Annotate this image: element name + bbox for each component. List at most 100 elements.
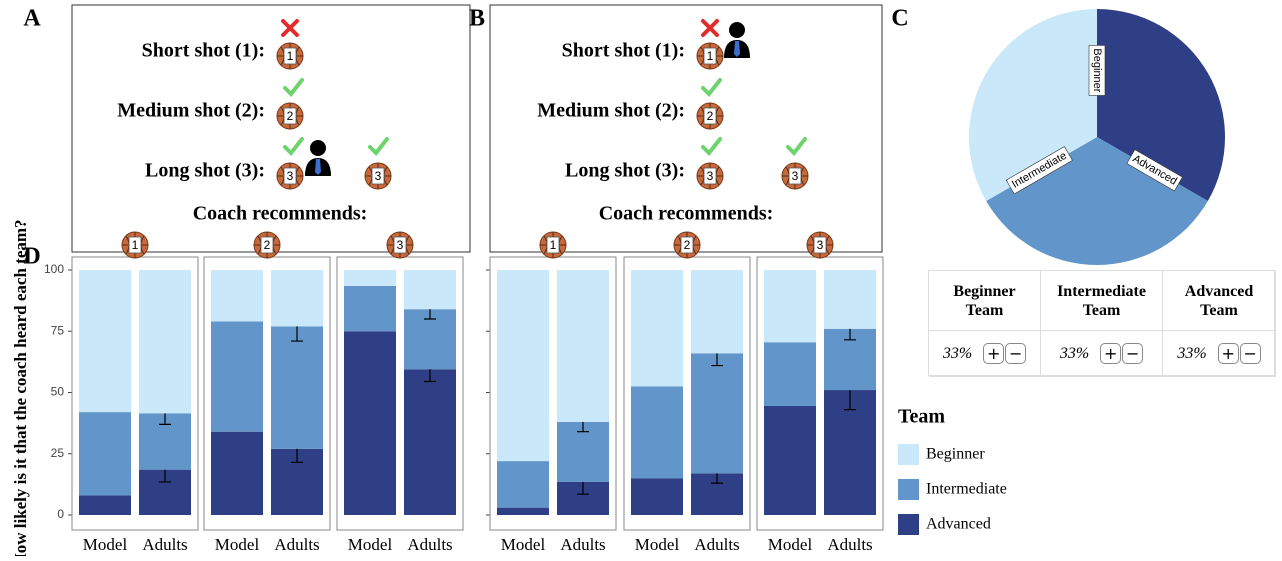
bar-segment xyxy=(824,270,876,329)
ball-number: 1 xyxy=(287,49,294,63)
decrease-button[interactable]: − xyxy=(1240,343,1261,364)
value-cell: 33% +− xyxy=(1041,331,1163,377)
shot-label: Short shot (1): xyxy=(142,40,265,62)
check xyxy=(370,139,387,153)
ball: 1 xyxy=(540,232,566,258)
ball-number: 3 xyxy=(817,238,824,252)
ball: 1 xyxy=(277,43,303,69)
column-header: Advanced Team xyxy=(1163,271,1276,331)
ball: 3 xyxy=(807,232,833,258)
y-tick-label: 0 xyxy=(57,507,64,521)
value-cell: 33% +− xyxy=(929,331,1041,377)
bar-segment xyxy=(79,270,131,412)
ball: 1 xyxy=(122,232,148,258)
x-tick-label: Model xyxy=(215,535,260,554)
decrease-button[interactable]: − xyxy=(1005,343,1026,364)
x-tick-label: Adults xyxy=(142,535,187,554)
page: A Short shot (1): 1 Medium shot (2): 2 Long s… xyxy=(0,0,1282,556)
column-header: Beginner Team xyxy=(929,271,1041,331)
shot-label: Short shot (1): xyxy=(562,40,685,62)
ball: 3 xyxy=(387,232,413,258)
ball: 2 xyxy=(674,232,700,258)
feedback-icons xyxy=(283,21,805,153)
bar-segment xyxy=(139,270,191,413)
bar-segment xyxy=(404,270,456,309)
bar-segment xyxy=(211,432,263,515)
bar-segment xyxy=(344,331,396,515)
ball: 3 xyxy=(365,163,391,189)
y-tick-label: 25 xyxy=(51,446,65,460)
ball-number: 1 xyxy=(132,238,139,252)
ball-number: 2 xyxy=(707,109,714,123)
shot-label: Medium shot (2): xyxy=(537,100,685,122)
bar-segment xyxy=(557,270,609,422)
increase-button[interactable]: + xyxy=(983,343,1004,364)
ball-number: 3 xyxy=(792,169,799,183)
ball: 2 xyxy=(277,103,303,129)
bar-segment xyxy=(631,270,683,386)
check xyxy=(285,139,302,153)
y-axis-label: How likely is it that the coach heard ea… xyxy=(11,219,30,556)
probability-value: 33% xyxy=(943,345,972,363)
y-tick-label: 75 xyxy=(51,323,65,337)
bar-segment xyxy=(211,321,263,431)
bar-segment xyxy=(271,326,323,449)
ball: 1 xyxy=(697,43,723,69)
increase-button[interactable]: + xyxy=(1218,343,1239,364)
bar-segment xyxy=(271,270,323,326)
ball-number: 2 xyxy=(287,109,294,123)
legend-swatch xyxy=(898,479,919,500)
recommend-label: Coach recommends: xyxy=(193,203,368,225)
legend-title: Team xyxy=(898,406,945,428)
ball: 2 xyxy=(254,232,280,258)
probability-value: 33% xyxy=(1060,345,1089,363)
shot-label: Long shot (3): xyxy=(565,160,685,182)
slice-label: Beginner xyxy=(1089,45,1105,95)
legend-swatch xyxy=(898,444,919,465)
bar-segment xyxy=(691,353,743,473)
bar-segment xyxy=(344,270,396,286)
bar-segment xyxy=(631,478,683,515)
x-tick-label: Adults xyxy=(694,535,739,554)
panel-letter: C xyxy=(891,6,908,32)
bar-segment xyxy=(764,406,816,515)
panel-letter: A xyxy=(23,6,41,32)
bar-segment xyxy=(497,270,549,461)
increase-button[interactable]: + xyxy=(1100,343,1121,364)
x-tick-label: Adults xyxy=(407,535,452,554)
ball: 3 xyxy=(277,163,303,189)
panel-letter: B xyxy=(469,6,485,32)
legend-label: Advanced xyxy=(926,516,991,533)
cross xyxy=(283,21,297,35)
recommend-label: Coach recommends: xyxy=(599,203,774,225)
legend-swatch xyxy=(898,514,919,535)
probability-value: 33% xyxy=(1177,345,1206,363)
x-tick-label: Adults xyxy=(560,535,605,554)
column-header: Intermediate Team xyxy=(1041,271,1163,331)
value-cell: 33% +− xyxy=(1163,331,1276,377)
ball-number: 3 xyxy=(397,238,404,252)
ball-number: 2 xyxy=(264,238,271,252)
cross xyxy=(703,21,717,35)
y-tick-label: 50 xyxy=(51,385,65,399)
x-tick-label: Adults xyxy=(827,535,872,554)
x-tick-label: Model xyxy=(635,535,680,554)
ball: 3 xyxy=(697,163,723,189)
ball: 3 xyxy=(782,163,808,189)
bar-segment xyxy=(764,342,816,406)
ball-number: 3 xyxy=(707,169,714,183)
shot-label: Medium shot (2): xyxy=(117,100,265,122)
x-tick-label: Adults xyxy=(274,535,319,554)
bar-segment xyxy=(691,270,743,353)
decrease-button[interactable]: − xyxy=(1122,343,1143,364)
check xyxy=(703,80,720,94)
check xyxy=(703,139,720,153)
slice-label-text: Beginner xyxy=(1091,48,1103,92)
bar-segment xyxy=(79,495,131,515)
bar-segment xyxy=(497,461,549,508)
x-tick-label: Model xyxy=(768,535,813,554)
x-tick-label: Model xyxy=(501,535,546,554)
ball: 2 xyxy=(697,103,723,129)
bar-segment xyxy=(211,270,263,321)
